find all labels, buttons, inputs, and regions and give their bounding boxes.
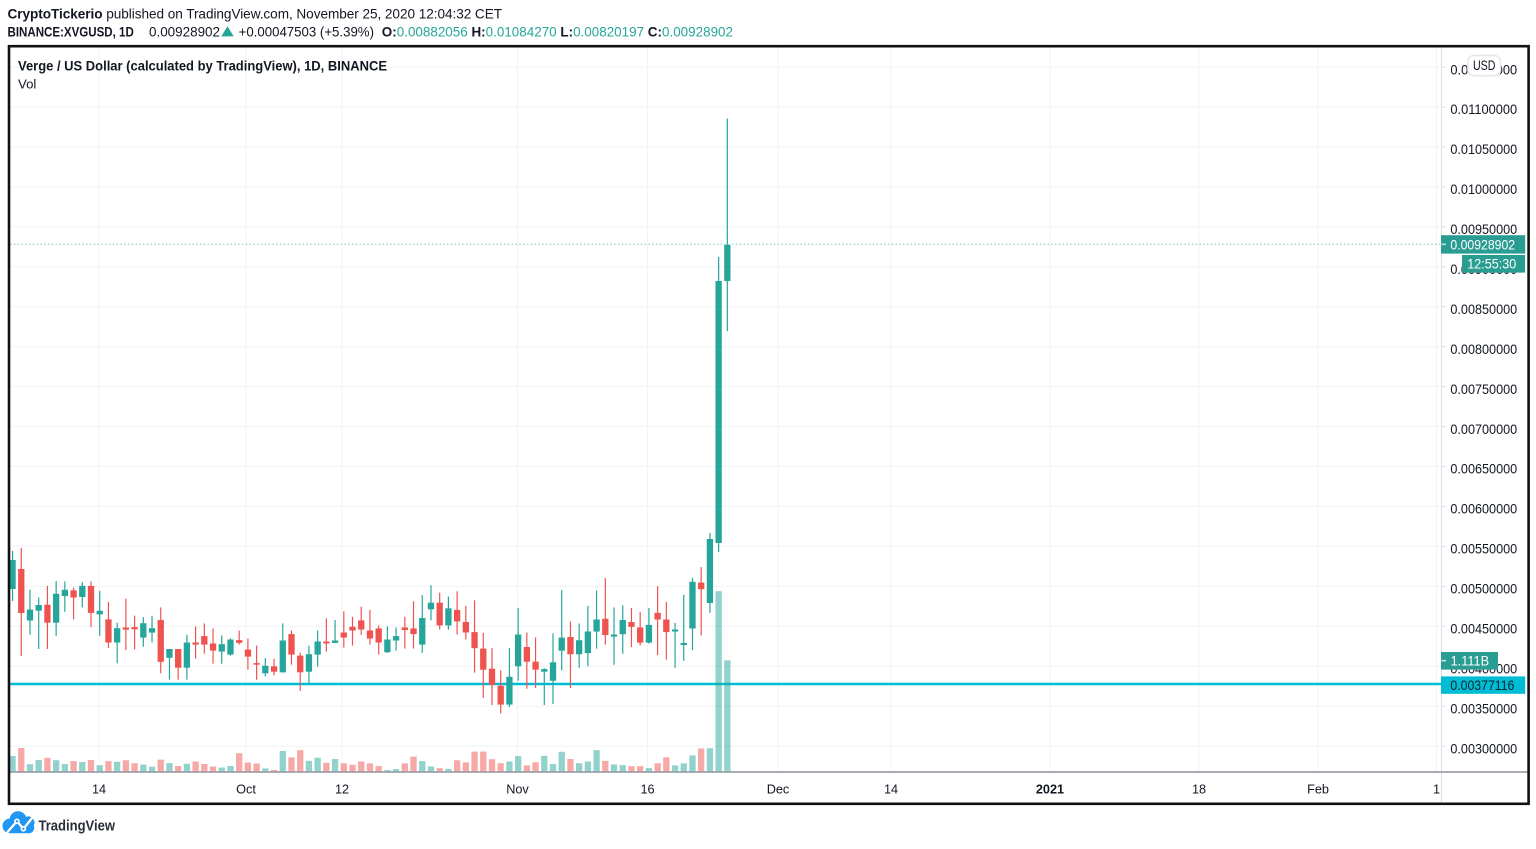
svg-text:0.00450000: 0.00450000	[1450, 622, 1517, 637]
svg-text:Dec: Dec	[767, 783, 790, 797]
svg-text:0.00850000: 0.00850000	[1450, 302, 1517, 317]
svg-text:Vol: Vol	[18, 77, 36, 92]
svg-text:1.111B: 1.111B	[1451, 653, 1490, 668]
svg-text:0.01100000: 0.01100000	[1450, 102, 1517, 117]
svg-text:TradingView: TradingView	[39, 817, 116, 834]
svg-text:Nov: Nov	[506, 783, 529, 797]
svg-text:0.01000000: 0.01000000	[1450, 182, 1517, 197]
svg-text:0.00750000: 0.00750000	[1450, 382, 1517, 397]
svg-text:14: 14	[92, 783, 106, 797]
svg-text:12:55:30: 12:55:30	[1467, 257, 1516, 272]
svg-text:0.00300000: 0.00300000	[1450, 741, 1517, 756]
svg-text:14: 14	[884, 783, 898, 797]
svg-text:0.00700000: 0.00700000	[1450, 422, 1517, 437]
svg-text:Feb: Feb	[1307, 783, 1329, 797]
svg-text:1: 1	[1433, 783, 1440, 797]
svg-text:0.00377116: 0.00377116	[1450, 678, 1514, 693]
svg-text:12: 12	[335, 783, 349, 797]
svg-text:2021: 2021	[1036, 783, 1064, 797]
svg-text:0.00800000: 0.00800000	[1450, 342, 1517, 357]
svg-text:Oct: Oct	[236, 783, 256, 797]
svg-text:0.00928902: 0.00928902	[1450, 237, 1515, 252]
svg-text:0.00500000: 0.00500000	[1450, 582, 1517, 597]
svg-text:CryptoTickerio published on Tr: CryptoTickerio published on TradingView.…	[8, 7, 502, 22]
svg-text:0.00550000: 0.00550000	[1450, 542, 1517, 557]
svg-text:16: 16	[640, 783, 654, 797]
svg-text:0.01050000: 0.01050000	[1450, 142, 1517, 157]
svg-text:BINANCE:XVGUSD, 1D0.00928902+0: BINANCE:XVGUSD, 1D 0.00928902 +0.00047503 …	[8, 25, 734, 40]
svg-text:Verge / US Dollar (calculated: Verge / US Dollar (calculated by Trading…	[18, 59, 387, 74]
svg-text:18: 18	[1192, 783, 1206, 797]
svg-text:0.00650000: 0.00650000	[1450, 462, 1517, 477]
svg-text:0.00600000: 0.00600000	[1450, 502, 1517, 517]
svg-text:0.00950000: 0.00950000	[1450, 222, 1517, 237]
svg-text:USD: USD	[1473, 58, 1496, 73]
svg-text:0.00350000: 0.00350000	[1450, 701, 1517, 716]
